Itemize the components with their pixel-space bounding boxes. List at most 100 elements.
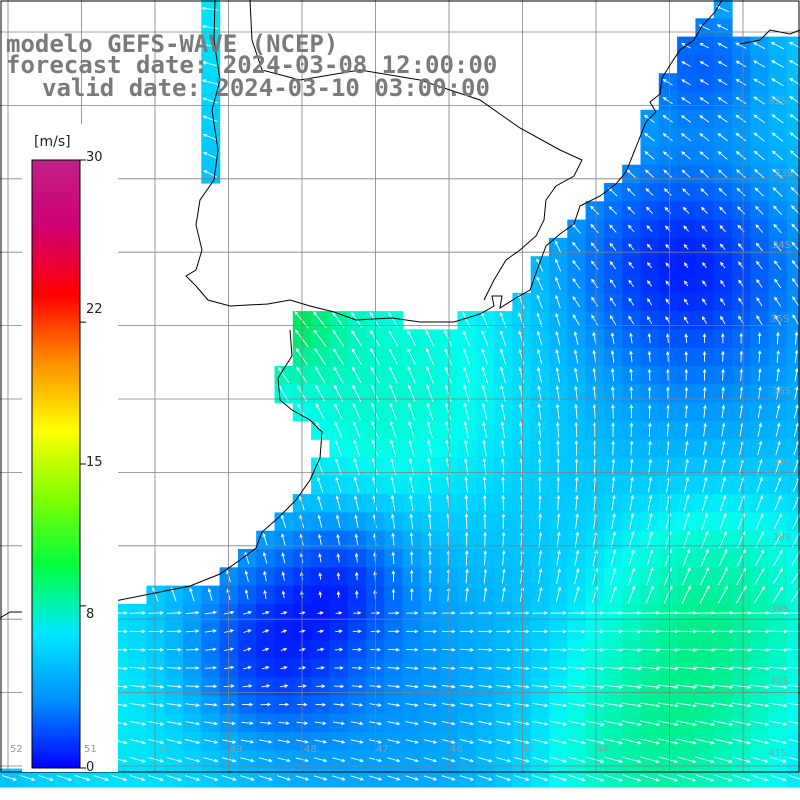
wind-arrow xyxy=(717,132,728,142)
wind-cell xyxy=(786,494,800,513)
wind-arrow xyxy=(148,629,164,634)
wind-arrow xyxy=(586,648,605,652)
wind-arrow xyxy=(731,648,752,652)
wind-arrow xyxy=(769,738,788,745)
wind-arrow xyxy=(573,349,579,364)
wind-arrow xyxy=(694,666,716,671)
wind-arrow xyxy=(185,721,201,726)
wind-arrow xyxy=(129,629,146,634)
wind-arrow xyxy=(501,476,505,493)
wind-arrow xyxy=(20,775,36,781)
wind-arrow xyxy=(555,294,561,309)
wind-arrow xyxy=(316,476,324,493)
wind-arrow xyxy=(603,684,624,689)
wind-arrow xyxy=(423,703,438,707)
wind-arrow xyxy=(334,402,343,420)
wind-arrow xyxy=(501,531,506,548)
wind-arrow xyxy=(281,533,286,546)
wind-arrow xyxy=(585,702,605,708)
wind-arrow xyxy=(556,549,561,566)
wind-arrow xyxy=(129,738,147,745)
wind-arrow xyxy=(787,702,800,706)
wind-arrow xyxy=(556,568,561,584)
wind-arrow xyxy=(500,457,505,475)
wind-arrow xyxy=(787,684,800,688)
lon-label: 48 xyxy=(304,744,317,755)
wind-arrow xyxy=(712,611,734,615)
wind-arrow xyxy=(628,297,635,306)
lon-label: 49 xyxy=(230,744,243,755)
wind-arrow xyxy=(567,720,586,726)
wind-arrow xyxy=(586,629,605,634)
wind-arrow xyxy=(683,225,689,232)
wind-arrow xyxy=(755,260,763,270)
wind-arrow xyxy=(317,611,324,615)
wind-arrow xyxy=(662,114,673,123)
wind-arrow xyxy=(354,590,359,599)
wind-arrow xyxy=(261,684,271,688)
wind-arrow xyxy=(611,494,616,511)
wind-arrow xyxy=(391,532,395,547)
wind-arrow xyxy=(585,738,605,745)
wind-arrow xyxy=(147,720,165,726)
wind-arrow xyxy=(459,775,475,781)
wind-arrow xyxy=(646,548,654,567)
wind-arrow xyxy=(2,775,18,781)
wind-arrow xyxy=(204,629,217,633)
wind-arrow xyxy=(388,329,399,347)
wind-arrow xyxy=(207,587,213,601)
wind-arrow xyxy=(464,494,469,511)
wind-arrow xyxy=(387,721,401,726)
wind-arrow xyxy=(683,316,689,324)
lat-label: 39S xyxy=(770,604,790,615)
wind-arrow xyxy=(500,439,505,457)
wind-arrow xyxy=(756,278,763,288)
wind-arrow xyxy=(647,512,653,530)
wind-arrow xyxy=(775,422,781,437)
wind-arrow xyxy=(405,757,420,763)
wind-arrow xyxy=(676,666,698,671)
wind-arrow xyxy=(717,42,728,49)
wind-arrow xyxy=(518,312,525,328)
wind-arrow xyxy=(532,666,549,671)
wind-arrow xyxy=(768,648,788,652)
wind-arrow xyxy=(645,187,654,196)
wind-arrow xyxy=(757,332,762,345)
wind-arrow xyxy=(717,115,728,123)
wind-arrow xyxy=(662,151,673,160)
wind-arrow xyxy=(610,549,617,567)
wind-cell xyxy=(786,73,800,93)
wind-arrow xyxy=(769,774,787,782)
wind-cell xyxy=(786,54,800,74)
wind-arrow xyxy=(774,495,782,511)
wind-arrow xyxy=(259,721,272,725)
wind-arrow xyxy=(621,738,642,745)
wind-arrow xyxy=(550,648,568,652)
wind-arrow xyxy=(550,774,568,782)
wind-arrow xyxy=(332,329,345,347)
wind-arrow xyxy=(611,440,616,456)
wind-arrow xyxy=(794,331,799,345)
wind-arrow xyxy=(736,206,745,215)
wind-arrow xyxy=(768,611,788,615)
wind-arrow xyxy=(147,738,165,745)
wind-arrow xyxy=(202,115,218,122)
wind-arrow xyxy=(279,684,289,688)
wind-arrow xyxy=(603,720,624,726)
wind-arrow xyxy=(568,666,586,671)
wind-arrow xyxy=(735,150,747,160)
wind-arrow xyxy=(483,587,488,602)
wind-arrow xyxy=(405,611,419,615)
wind-arrow xyxy=(663,585,673,604)
wind-arrow xyxy=(773,223,782,234)
wind-arrow xyxy=(166,703,183,708)
wind-arrow xyxy=(683,262,689,268)
wind-arrow xyxy=(351,684,364,689)
wind-arrow xyxy=(604,648,624,652)
wind-arrow xyxy=(787,630,800,632)
wind-arrow xyxy=(640,774,660,782)
wind-arrow xyxy=(771,150,784,161)
wind-arrow xyxy=(627,206,636,215)
wind-arrow xyxy=(441,721,456,726)
wind-arrow xyxy=(459,739,475,744)
